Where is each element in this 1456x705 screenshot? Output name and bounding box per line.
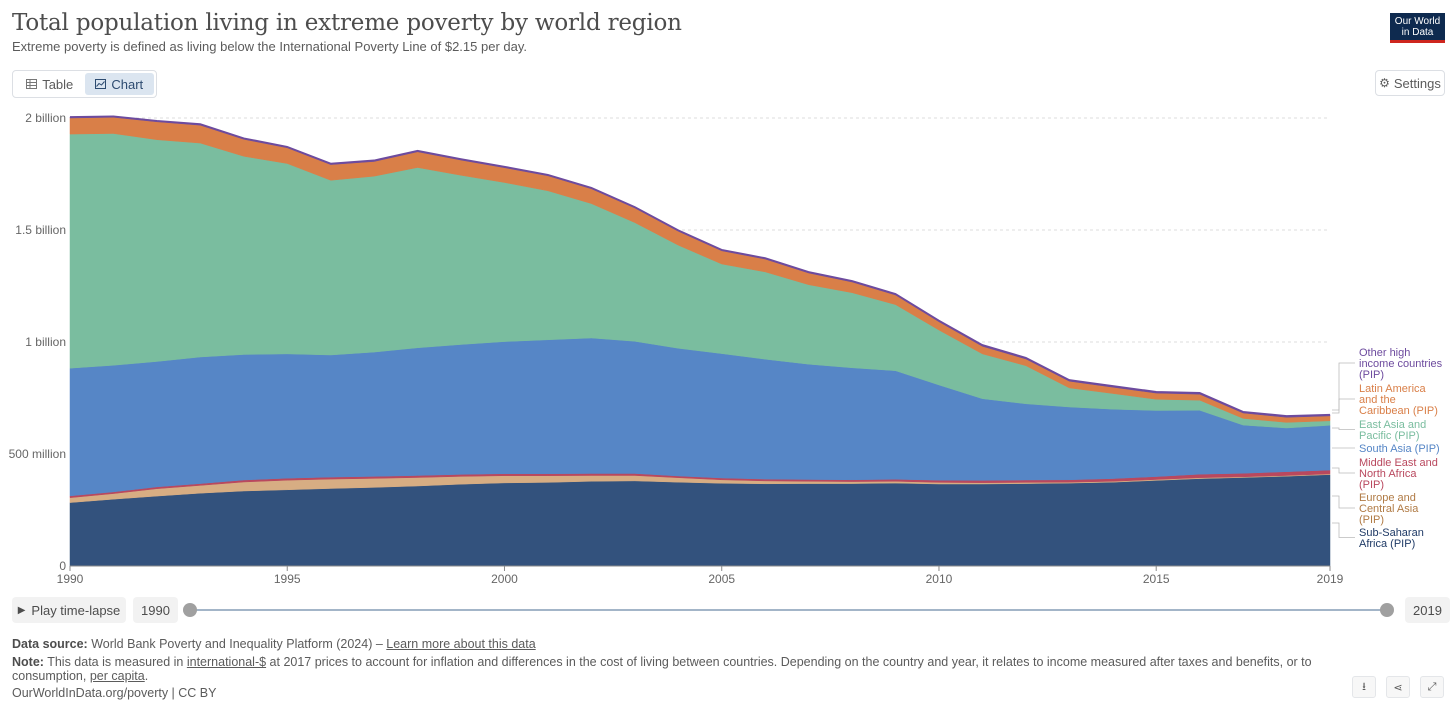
x-tick-label: 2015: [1143, 572, 1170, 586]
x-tick-label: 2000: [491, 572, 518, 586]
play-label: Play time-lapse: [31, 602, 121, 618]
legend-connector: [1332, 427, 1355, 430]
legend-label-line: Europe and: [1359, 492, 1416, 504]
area-chart: 0 500 million 1 billion 1.5 billion 2 billio…: [9, 111, 1443, 586]
settings-label: Settings: [1393, 75, 1441, 91]
timeline-start-year[interactable]: 1990: [133, 597, 178, 623]
logo-line-1: Our World: [1394, 16, 1441, 27]
chart-icon: [95, 79, 107, 89]
legend-label-line: North Africa: [1359, 468, 1417, 480]
legend-label[interactable]: Other high income countries (PIP): [1359, 347, 1443, 381]
legend-label-line: Latin America: [1359, 383, 1427, 395]
fullscreen-icon[interactable]: ⤢: [1420, 676, 1444, 698]
play-icon: ▶: [17, 604, 26, 616]
y-tick-label: 2 billion: [25, 111, 66, 125]
x-tick-label: 2010: [926, 572, 953, 586]
legend-label[interactable]: Middle East and North Africa (PIP): [1359, 457, 1438, 491]
x-tick-label: 1990: [57, 572, 84, 586]
x-tick-label: 1995: [274, 572, 301, 586]
source-label: Data source:: [12, 637, 88, 651]
tab-table[interactable]: Table: [15, 73, 85, 95]
tab-chart[interactable]: Chart: [84, 73, 154, 95]
legend-label-line: income countries: [1359, 358, 1443, 370]
legend-connector: [1332, 522, 1355, 538]
area-series[interactable]: [69, 337, 1331, 497]
tab-chart-label: Chart: [111, 76, 144, 92]
note-text-2: at 2017 prices to account for inflation …: [12, 655, 1312, 683]
data-note: Note: This data is measured in internati…: [12, 655, 1332, 683]
owid-logo[interactable]: Our World in Data: [1390, 13, 1445, 43]
source-link[interactable]: Learn more about this data: [386, 637, 536, 651]
y-tick-label: 1 billion: [25, 335, 66, 349]
legend-label-line: Middle East and: [1359, 457, 1438, 469]
legend-label-line: South Asia (PIP): [1359, 443, 1440, 455]
tab-table-label: Table: [42, 76, 74, 92]
logo-line-2: in Data: [1401, 27, 1434, 38]
x-tick-label: 2019: [1317, 572, 1344, 586]
source-text: World Bank Poverty and Inequality Platfo…: [91, 637, 387, 651]
y-tick-label: 0: [59, 559, 66, 573]
chart-title: Total population living in extreme pover…: [12, 10, 682, 36]
legend-label-line: Central Asia: [1359, 503, 1419, 515]
legend-label[interactable]: South Asia (PIP): [1359, 443, 1440, 455]
legend-label-line: Sub-Saharan: [1359, 527, 1424, 539]
timeline-start-handle[interactable]: [183, 603, 197, 617]
x-tick-label: 2005: [708, 572, 735, 586]
y-tick-label: 1.5 billion: [15, 223, 66, 237]
legend-label-line: and the: [1359, 394, 1396, 406]
legend-label[interactable]: Latin America and the Caribbean (PIP): [1359, 383, 1438, 417]
share-icon[interactable]: ⋖: [1386, 676, 1410, 698]
note-text-3: .: [144, 669, 149, 683]
play-timelapse-button[interactable]: ▶ Play time-lapse: [12, 597, 126, 623]
note-label: Note:: [12, 655, 44, 669]
view-tabs: Table Chart: [12, 70, 157, 98]
legend-connector: [1332, 398, 1355, 414]
download-icon[interactable]: ⭳: [1352, 676, 1376, 698]
legend-label-line: Pacific (PIP): [1359, 430, 1420, 442]
y-tick-label: 500 million: [9, 447, 66, 461]
legend-label-line: (PIP): [1359, 479, 1384, 491]
legend-label[interactable]: Europe and Central Asia (PIP): [1359, 492, 1419, 526]
settings-button[interactable]: ⚙ Settings: [1375, 70, 1445, 96]
legend-label[interactable]: Sub-Saharan Africa (PIP): [1359, 527, 1424, 550]
timeline-end-year[interactable]: 2019: [1405, 597, 1450, 623]
legend-label-line: Caribbean (PIP): [1359, 405, 1438, 417]
legend-label[interactable]: East Asia and Pacific (PIP): [1359, 419, 1426, 442]
series-top-line: [69, 115, 1331, 417]
note-link-per-capita[interactable]: per capita: [89, 669, 145, 683]
table-icon: [26, 79, 38, 89]
gear-icon: ⚙: [1379, 76, 1390, 90]
legend-label-line: Other high: [1359, 347, 1410, 359]
owid-url[interactable]: OurWorldInData.org/poverty | CC BY: [12, 686, 217, 700]
data-source: Data source: World Bank Poverty and Ineq…: [12, 637, 536, 651]
timeline-track[interactable]: [190, 609, 1387, 611]
note-text-1: This data is measured in: [47, 655, 187, 669]
legend-connector: [1332, 495, 1355, 509]
note-link-international[interactable]: international-$: [186, 655, 267, 669]
legend-label-line: East Asia and: [1359, 419, 1426, 431]
legend-label-line: Africa (PIP): [1359, 538, 1415, 550]
legend-connector: [1332, 467, 1355, 474]
legend-label-line: (PIP): [1359, 514, 1384, 526]
timeline-end-handle[interactable]: [1380, 603, 1394, 617]
legend-connector: [1332, 362, 1355, 411]
legend-label-line: (PIP): [1359, 369, 1384, 381]
chart-subtitle: Extreme poverty is defined as living bel…: [12, 39, 527, 54]
